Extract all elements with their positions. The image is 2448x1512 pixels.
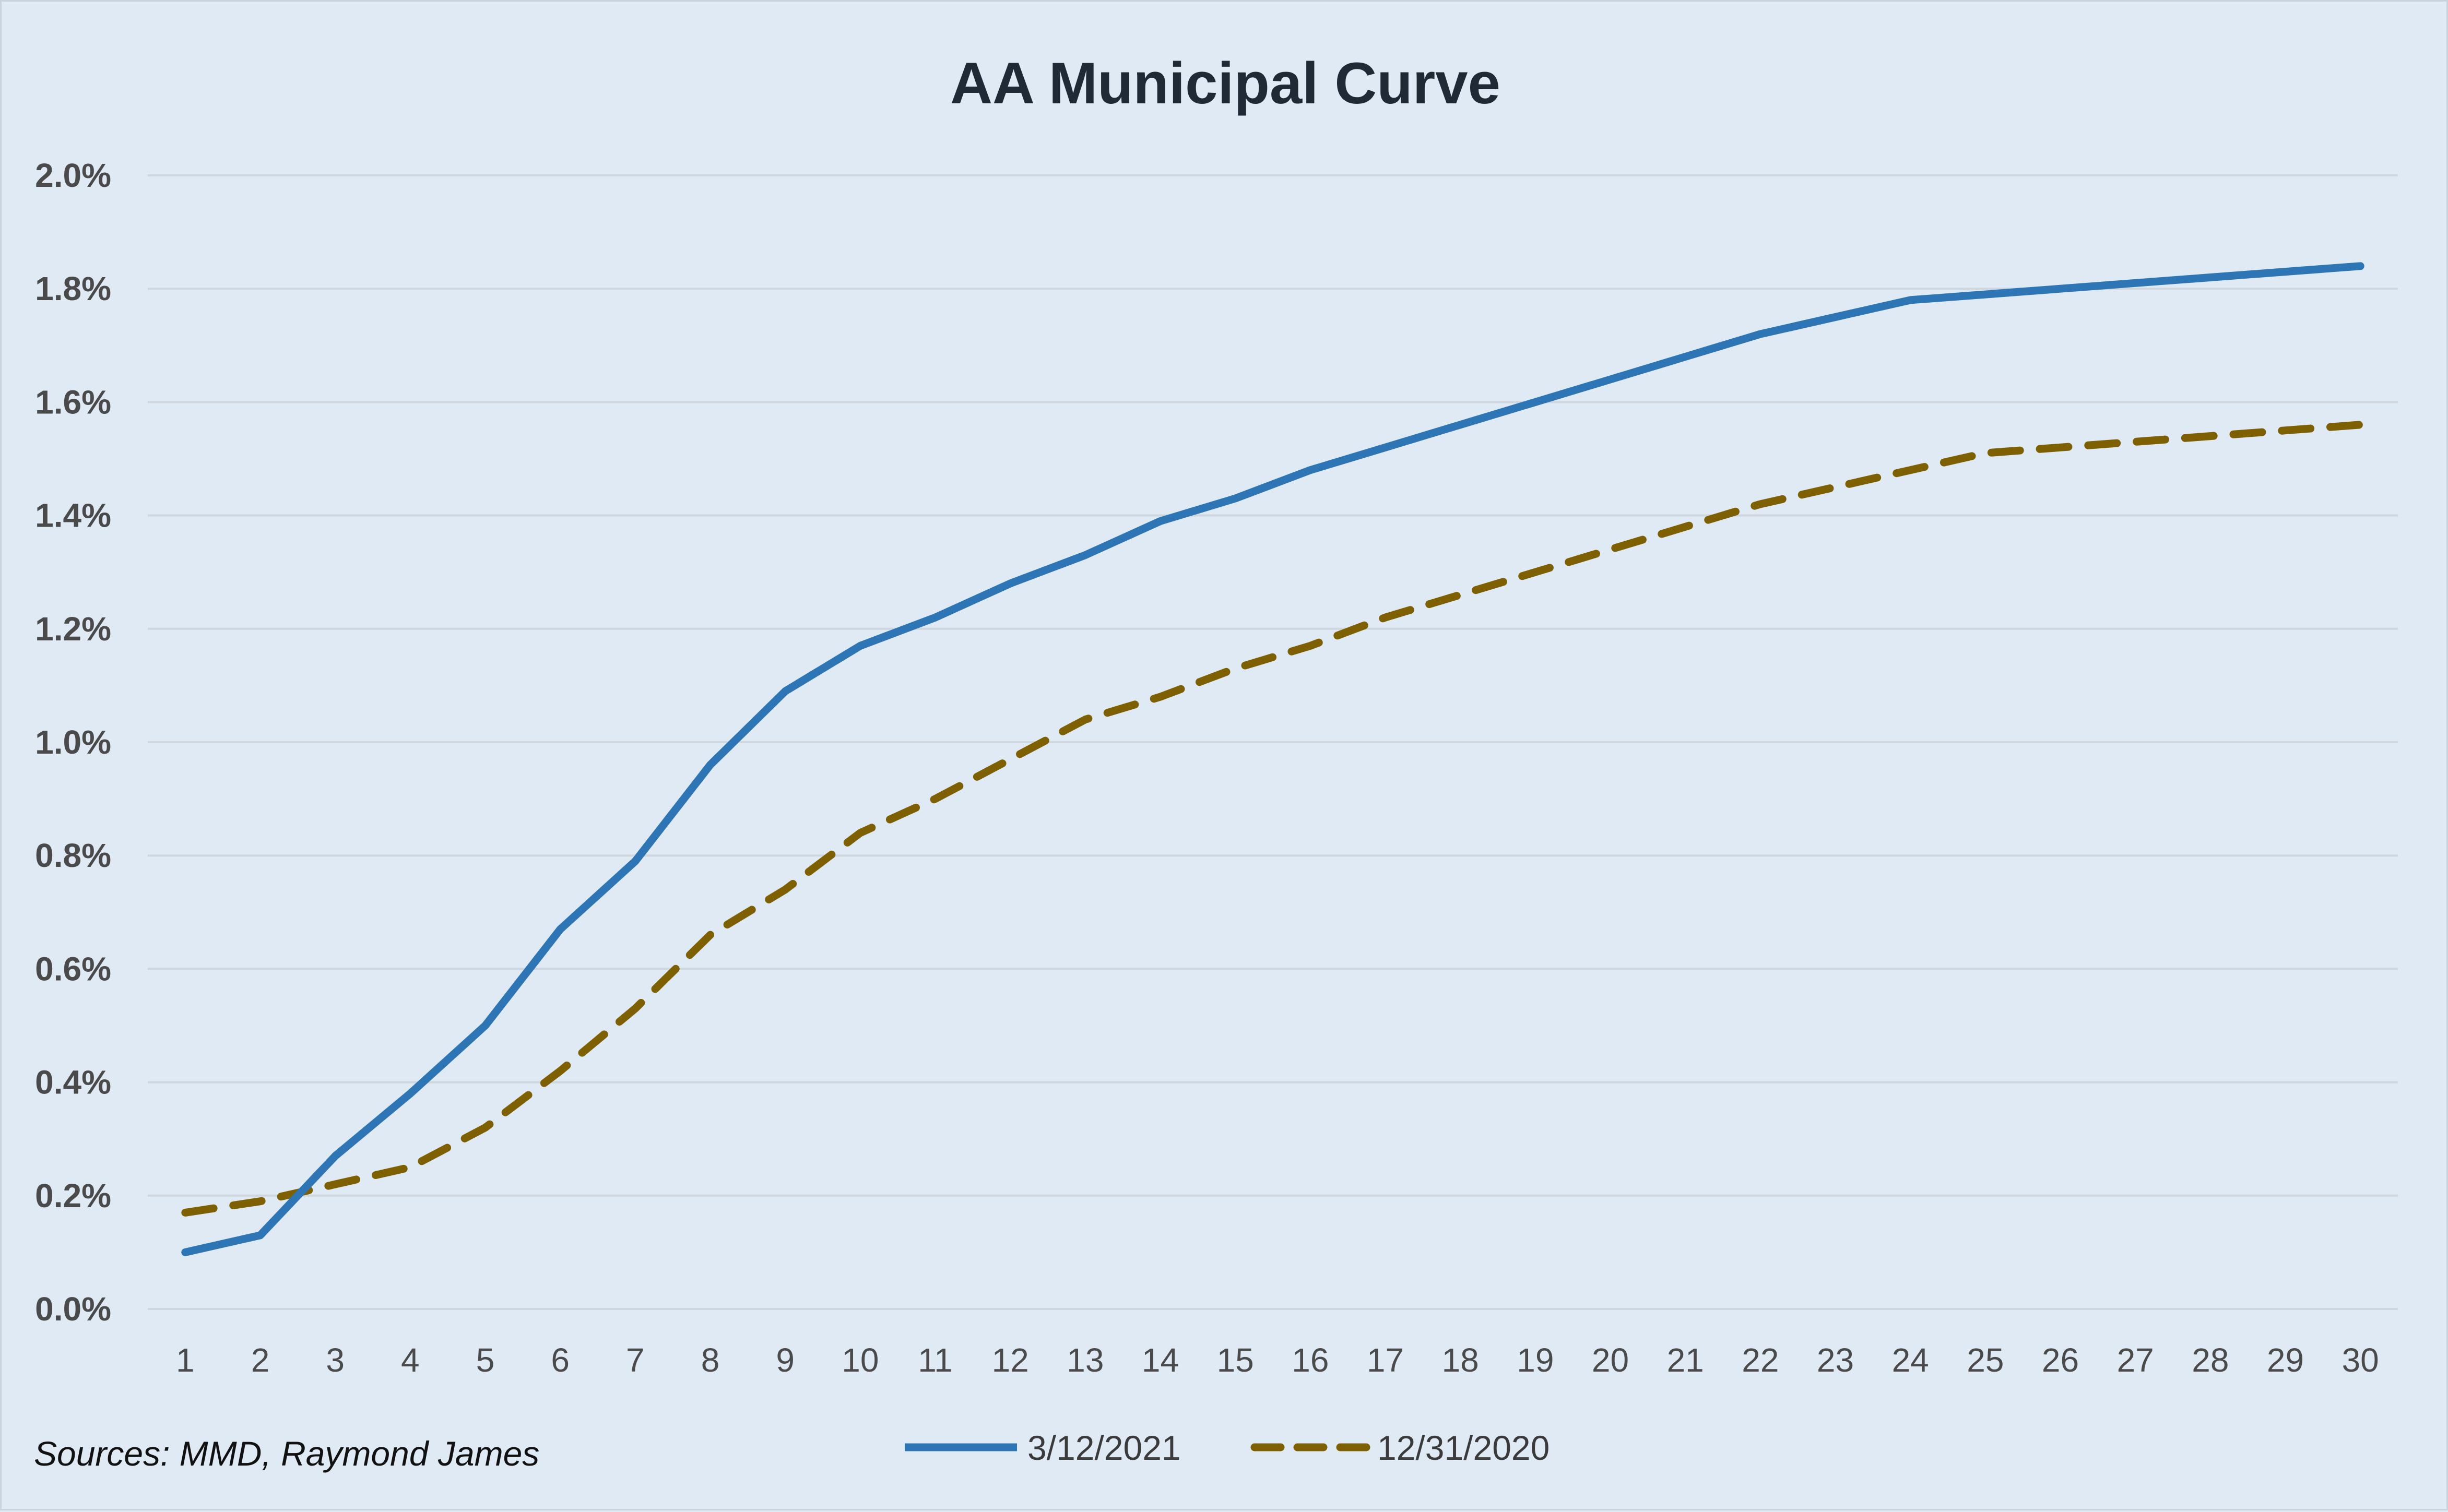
y-tick-label: 1.4% (35, 497, 111, 534)
y-tick-label: 0.0% (35, 1290, 111, 1328)
x-tick-label: 13 (1067, 1341, 1104, 1379)
series-line-12-31-2020 (181, 421, 2364, 1217)
legend: 3/12/2021 12/31/2020 (905, 1428, 1550, 1467)
y-tick-label: 1.8% (35, 270, 111, 307)
series-line-3-12-2021 (181, 262, 2364, 1256)
y-tick-label: 0.6% (35, 950, 111, 987)
y-tick-label: 0.2% (35, 1177, 111, 1215)
x-tick-label: 26 (2042, 1341, 2079, 1379)
source-note: Sources: MMD, Raymond James (34, 1434, 539, 1473)
x-tick-label: 5 (476, 1341, 495, 1379)
x-tick-label: 7 (626, 1341, 645, 1379)
x-tick-label: 16 (1292, 1341, 1329, 1379)
x-tick-label: 4 (401, 1341, 420, 1379)
x-tick-label: 22 (1742, 1341, 1779, 1379)
y-tick-label: 2.0% (35, 157, 111, 194)
x-tick-label: 12 (992, 1341, 1029, 1379)
x-tick-label: 30 (2342, 1341, 2379, 1379)
x-tick-label: 15 (1217, 1341, 1254, 1379)
x-tick-label: 27 (2117, 1341, 2154, 1379)
legend-label: 12/31/2020 (1377, 1428, 1550, 1467)
x-tick-label: 25 (1967, 1341, 2004, 1379)
x-tick-label: 1 (176, 1341, 195, 1379)
series-lines (181, 262, 2364, 1256)
x-tick-label: 19 (1517, 1341, 1554, 1379)
x-axis-ticks: 1 2 3 4 5 6 7 8 9 10 11 12 13 14 15 16 17 18 19 20 21 22 23 24 2… (176, 1341, 2379, 1379)
x-tick-label: 9 (776, 1341, 795, 1379)
x-tick-label: 24 (1892, 1341, 1929, 1379)
x-tick-label: 17 (1367, 1341, 1404, 1379)
y-tick-label: 1.6% (35, 383, 111, 421)
y-tick-label: 1.2% (35, 610, 111, 648)
x-tick-label: 11 (918, 1341, 952, 1379)
x-tick-label: 8 (701, 1341, 720, 1379)
x-tick-label: 10 (842, 1341, 879, 1379)
y-tick-label: 0.4% (35, 1064, 111, 1101)
x-tick-label: 3 (326, 1341, 345, 1379)
grid-lines (148, 174, 2398, 1310)
chart-title: AA Municipal Curve (950, 51, 1500, 116)
x-tick-label: 20 (1592, 1341, 1629, 1379)
x-tick-label: 2 (251, 1341, 270, 1379)
x-tick-label: 29 (2267, 1341, 2304, 1379)
y-tick-label: 0.8% (35, 837, 111, 874)
y-axis-ticks: 0.0% 0.2% 0.4% 0.6% 0.8% 1.0% 1.2% 1.4% 1.6% 1.8%… (35, 157, 111, 1328)
x-tick-label: 21 (1667, 1341, 1704, 1379)
legend-label: 3/12/2021 (1027, 1428, 1181, 1467)
x-tick-label: 28 (2192, 1341, 2229, 1379)
x-tick-label: 23 (1817, 1341, 1854, 1379)
x-tick-label: 6 (551, 1341, 570, 1379)
x-tick-label: 18 (1442, 1341, 1479, 1379)
y-tick-label: 1.0% (35, 723, 111, 761)
x-tick-label: 14 (1142, 1341, 1179, 1379)
